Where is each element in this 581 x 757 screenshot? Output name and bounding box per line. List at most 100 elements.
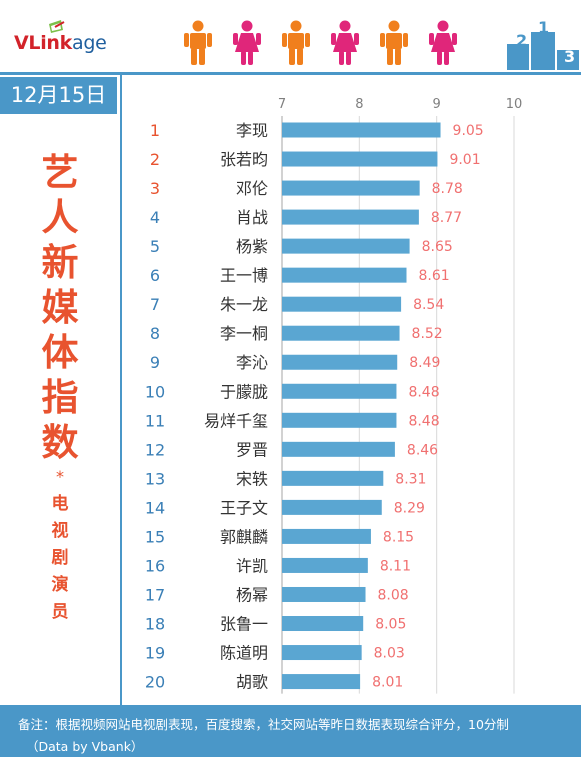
subtitle-char: 剧 <box>51 548 69 568</box>
bar <box>282 528 371 544</box>
chart-bars <box>282 122 441 690</box>
rank-label: 14 <box>145 498 165 517</box>
bar <box>282 180 420 196</box>
category-label: 易烊千玺 <box>204 411 268 430</box>
rank-label: 19 <box>145 644 165 663</box>
title-char: 人 <box>41 196 79 239</box>
female-figure-icon <box>331 20 359 65</box>
rank-label: 8 <box>150 324 160 343</box>
bar <box>282 209 419 225</box>
subtitle-char: 演 <box>51 575 69 595</box>
title-char: 艺 <box>41 151 79 194</box>
bar <box>282 499 382 515</box>
bar <box>282 586 366 602</box>
value-label: 8.61 <box>419 268 450 284</box>
left-sidebar: 12月15日 艺人新媒体指数 * 电视剧演员 <box>0 75 122 705</box>
female-figure-icon <box>429 20 457 65</box>
category-label: 陈道明 <box>220 644 268 663</box>
female-figure-icon <box>233 20 261 65</box>
value-label: 9.05 <box>453 123 484 139</box>
title-char: 数 <box>41 421 79 464</box>
bar <box>282 296 402 312</box>
logo-text: VLinkage <box>14 32 107 54</box>
category-label: 杨紫 <box>236 237 268 256</box>
x-tick-label: 7 <box>278 97 286 112</box>
date-badge: 12月15日 <box>0 77 117 114</box>
value-label: 8.78 <box>432 181 463 197</box>
male-figure-icon <box>184 20 212 65</box>
category-label: 郭麒麟 <box>220 527 268 546</box>
x-tick-label: 8 <box>355 97 363 112</box>
x-axis-ticks: 7 8 9 10 <box>278 97 522 112</box>
value-label: 8.01 <box>372 675 403 691</box>
title-char: 体 <box>41 331 79 374</box>
value-label: 8.48 <box>408 413 439 429</box>
bar <box>282 470 384 486</box>
value-label: 8.15 <box>383 529 414 545</box>
bar <box>282 267 407 283</box>
bar <box>282 151 438 167</box>
rank-label: 5 <box>150 237 160 256</box>
value-label: 8.03 <box>374 646 405 662</box>
rank-label: 13 <box>145 469 165 488</box>
category-label: 罗晋 <box>236 440 268 459</box>
category-label: 杨幂 <box>236 585 268 604</box>
category-label: 胡歌 <box>236 673 268 692</box>
vertical-title: 艺人新媒体指数 * 电视剧演员 <box>0 150 120 626</box>
title-char: 媒 <box>41 286 79 329</box>
bar <box>282 325 400 341</box>
rank-label: 18 <box>145 615 165 634</box>
x-tick-label: 9 <box>433 97 441 112</box>
rank-label: 7 <box>150 295 160 314</box>
value-label: 8.11 <box>380 558 411 574</box>
bar <box>282 441 395 457</box>
category-label: 王一博 <box>220 266 268 285</box>
rank-label: 4 <box>150 208 160 227</box>
rank-label: 17 <box>145 585 165 604</box>
rank-label: 9 <box>150 353 160 372</box>
category-label: 王子文 <box>220 498 268 517</box>
bar <box>282 616 364 632</box>
title-char: 指 <box>41 376 79 419</box>
value-label: 8.31 <box>395 471 426 487</box>
value-label: 8.77 <box>431 210 462 226</box>
header: VLinkage 2 1 3 <box>0 0 581 72</box>
chart-gridlines <box>281 116 515 694</box>
rank-label: 11 <box>145 411 165 430</box>
value-label: 8.52 <box>412 326 443 342</box>
bar <box>282 122 441 138</box>
subtitle-char: 员 <box>51 602 69 622</box>
vlinkage-logo: VLinkage <box>14 18 124 58</box>
male-figure-icon <box>380 20 408 65</box>
ranking-bar-chart: 7 8 9 10 9.05 李现 1 9.01 张若昀 2 8.78 邓伦 3 8.77 肖战 4 8.65 杨… <box>145 97 522 694</box>
bar <box>282 412 397 428</box>
value-label: 8.29 <box>394 500 425 516</box>
footer-credit: （Data by Vbank） <box>26 739 144 754</box>
value-label: 9.01 <box>449 152 480 168</box>
category-label: 于朦胧 <box>220 382 268 401</box>
rank-label: 20 <box>145 673 165 692</box>
rank-label: 12 <box>145 440 165 459</box>
rank-label: 2 <box>150 150 160 169</box>
vertical-subtitle: 电视剧演员 <box>0 491 120 626</box>
value-label: 8.48 <box>408 384 439 400</box>
category-label: 许凯 <box>236 556 268 575</box>
title-char: 新 <box>41 241 79 284</box>
bar <box>282 238 410 254</box>
podium-rank-3: 3 <box>564 47 575 66</box>
header-divider <box>0 72 581 75</box>
value-label: 8.65 <box>422 239 453 255</box>
male-figure-icon <box>282 20 310 65</box>
footer-note: 备注：根据视频网站电视剧表现，百度搜索，社交网站等昨日数据表现综合评分，10分制… <box>0 705 581 757</box>
bar <box>282 383 397 399</box>
category-label: 肖战 <box>236 208 268 227</box>
title-asterisk: * <box>56 467 64 486</box>
bar <box>282 354 398 370</box>
category-label: 李现 <box>236 121 268 140</box>
category-label: 李一桐 <box>220 324 268 343</box>
value-label: 8.05 <box>375 617 406 633</box>
category-label: 李沁 <box>236 353 268 372</box>
footer-note-text: 备注：根据视频网站电视剧表现，百度搜索，社交网站等昨日数据表现综合评分，10分制 <box>18 717 509 732</box>
x-tick-label: 10 <box>506 97 523 112</box>
logo-mark-icon <box>49 20 65 33</box>
